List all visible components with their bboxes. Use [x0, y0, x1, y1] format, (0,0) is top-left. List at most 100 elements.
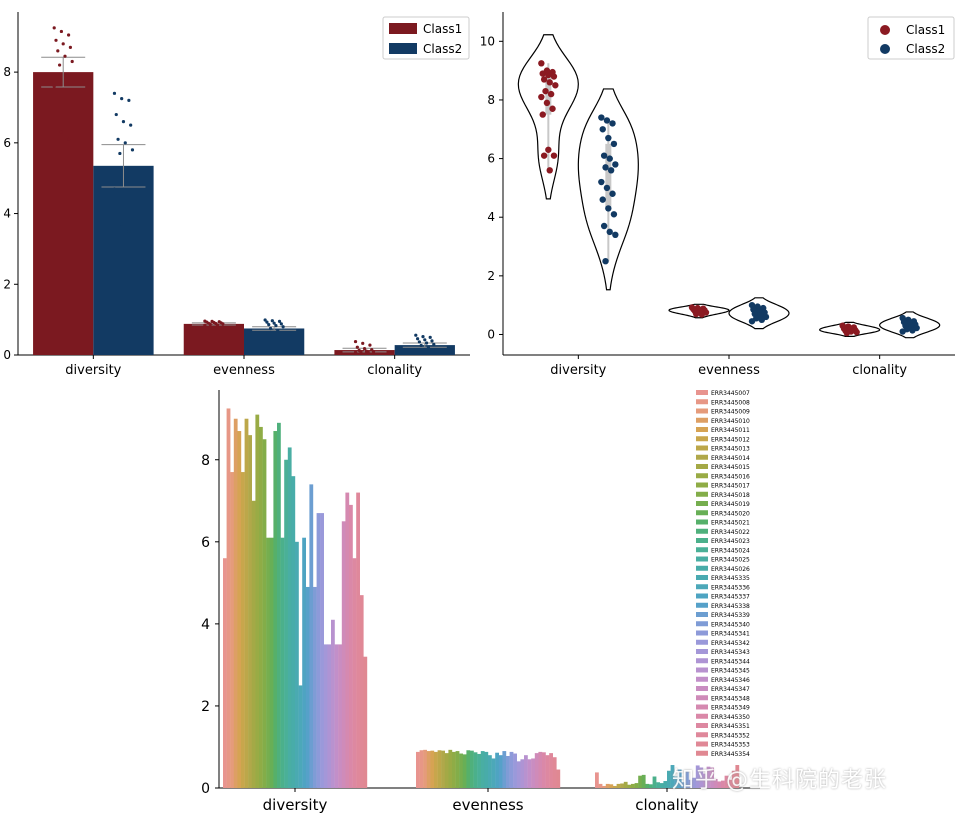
sample-bar	[724, 775, 729, 788]
sample-bar	[316, 513, 321, 788]
samples-legend-label: ERR3445012	[711, 436, 750, 443]
bar-point	[362, 347, 367, 351]
samples-legend-swatch	[696, 575, 708, 580]
sample-bar	[426, 751, 431, 788]
bar-point	[417, 340, 421, 344]
samples-x-tick-label: evenness	[452, 796, 523, 814]
sample-bar	[280, 537, 285, 788]
bar-point	[127, 98, 131, 103]
sample-bar	[230, 472, 234, 788]
samples-legend-swatch	[696, 556, 708, 562]
sample-bar	[298, 685, 303, 788]
violin-point	[549, 105, 556, 112]
violin-point	[853, 328, 860, 336]
bar-point	[263, 318, 267, 322]
sample-bar	[674, 776, 678, 788]
samples-legend-swatch	[696, 602, 708, 608]
sample-bar	[302, 537, 306, 788]
sample-bar	[259, 426, 263, 788]
sample-bar	[295, 541, 299, 788]
sample-bar	[423, 749, 427, 788]
bar-y-tick-label: 0	[3, 348, 11, 362]
sample-bar	[352, 558, 357, 788]
sample-bar	[721, 780, 725, 788]
samples-y-tick-label: 4	[201, 617, 210, 633]
bar-point	[274, 324, 278, 328]
violin-point	[546, 79, 553, 86]
samples-legend-swatch	[696, 649, 708, 654]
bar-y-tick-label: 4	[3, 207, 11, 221]
samples-legend-swatch	[696, 547, 708, 553]
sample-bar	[226, 408, 231, 788]
bar-point	[114, 112, 118, 117]
violin-point	[539, 111, 546, 118]
violin-y-tick-label: 2	[487, 269, 495, 283]
bar-point	[361, 341, 365, 345]
bar-point	[421, 335, 425, 339]
sample-bar	[495, 752, 499, 788]
samples-legend-label: ERR3445016	[711, 473, 750, 480]
bar-class2	[394, 345, 455, 355]
samples-legend-label: ERR3445342	[711, 640, 750, 647]
sample-bar	[455, 751, 460, 788]
sample-bar	[613, 785, 617, 788]
sample-bar	[462, 754, 467, 788]
samples-legend-swatch	[696, 658, 708, 664]
sample-bar	[688, 779, 693, 788]
sample-bar	[534, 753, 539, 788]
samples-legend-label: ERR3445349	[711, 705, 750, 712]
samples-legend-label: ERR3445022	[711, 529, 750, 536]
samples-legend-swatch	[696, 723, 708, 728]
samples-legend-label: ERR3445020	[711, 510, 750, 517]
violin-y-tick-label: 10	[480, 34, 495, 48]
samples-legend-swatch	[696, 704, 708, 710]
samples-legend-label: ERR3445339	[711, 612, 750, 619]
sample-bar	[513, 753, 517, 788]
bar-point	[430, 339, 434, 343]
sample-bar	[359, 595, 364, 788]
samples-legend-label: ERR3445351	[711, 723, 750, 730]
samples-legend-label: ERR3445336	[711, 584, 750, 591]
bar-point	[221, 322, 225, 326]
bar-point	[130, 148, 135, 152]
violin-x-tick-label: diversity	[550, 363, 606, 378]
sample-bar	[248, 435, 252, 788]
sample-bar	[327, 644, 332, 788]
samples-x-tick-label: diversity	[263, 796, 328, 814]
violin-point	[609, 120, 616, 127]
sample-bar	[466, 750, 471, 788]
bar-point	[123, 141, 127, 145]
bar-point	[371, 349, 376, 354]
violin-point	[603, 184, 611, 192]
violin-point	[698, 311, 705, 318]
samples-legend-swatch	[696, 584, 708, 590]
bar-point	[368, 343, 372, 347]
samples-legend-label: ERR3445347	[711, 686, 750, 693]
sample-bar	[663, 781, 668, 788]
sample-bar	[416, 751, 420, 788]
bar-point	[112, 91, 117, 95]
bar-point	[426, 345, 430, 349]
sample-bar	[484, 751, 489, 788]
samples-legend-label: ERR3445348	[711, 695, 750, 702]
sample-bar	[623, 781, 628, 788]
violin-point	[550, 152, 558, 159]
violin-point	[550, 73, 558, 80]
samples-legend-label: ERR3445350	[711, 714, 750, 721]
bar-point	[355, 345, 359, 349]
bar-point	[59, 130, 64, 134]
watermark-text: 知乎 @生科院的老张	[672, 768, 887, 793]
violin-point	[758, 316, 765, 324]
bar-x-tick-label: evenness	[213, 363, 275, 378]
samples-legend-label: ERR3445011	[711, 427, 750, 434]
violin-point	[599, 196, 606, 203]
samples-legend-label: ERR3445352	[711, 732, 750, 739]
bar-point	[263, 332, 267, 336]
bar-point	[52, 26, 56, 30]
bar-point	[414, 333, 418, 337]
sample-bar	[641, 774, 646, 788]
violin-point	[600, 222, 608, 230]
sample-bar	[345, 492, 350, 788]
